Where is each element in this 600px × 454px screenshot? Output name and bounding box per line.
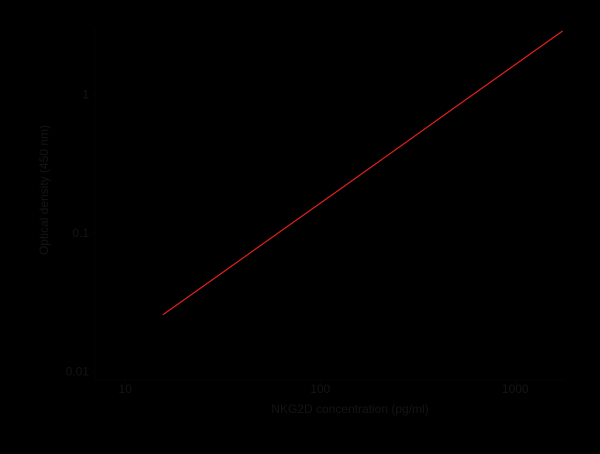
y-tick-label: 1 — [82, 87, 89, 101]
x-tick-label: 1000 — [502, 382, 529, 396]
data-line — [162, 30, 563, 316]
x-axis-label: NKG2D concentration (pg/ml) — [271, 402, 428, 416]
y-tick-label: 0.1 — [72, 226, 89, 240]
y-tick-label: 0.01 — [66, 364, 90, 378]
x-tick-label: 100 — [310, 382, 330, 396]
y-axis-label: Optical density (450 nm) — [37, 125, 51, 255]
x-tick-label: 10 — [119, 382, 133, 396]
